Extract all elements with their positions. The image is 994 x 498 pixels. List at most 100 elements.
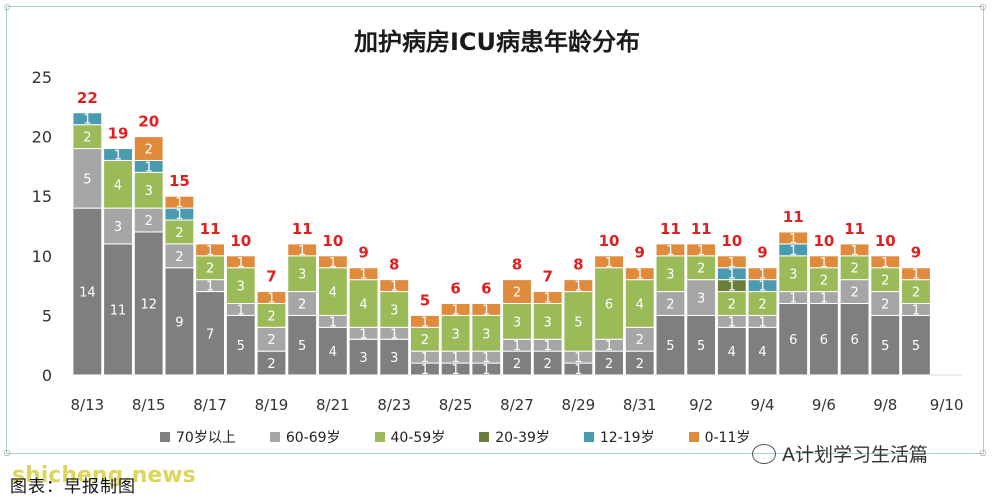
bar-segment bbox=[624, 267, 655, 281]
total-data-label: 11 bbox=[292, 220, 313, 238]
resize-handle-icon[interactable]: ○ bbox=[3, 448, 11, 457]
segment-data-label: 2 bbox=[636, 357, 644, 372]
site-watermark: shicheng.news bbox=[12, 463, 196, 488]
bar-segment bbox=[502, 279, 532, 304]
legend-item: 12-19岁 bbox=[583, 427, 655, 447]
segment-data-label: 1 bbox=[359, 268, 367, 283]
segment-data-label: 1 bbox=[298, 244, 306, 259]
segment-data-label: 1 bbox=[421, 363, 429, 378]
segment-data-label: 1 bbox=[758, 280, 766, 295]
total-data-label: 8 bbox=[389, 256, 399, 274]
bar-segment bbox=[225, 314, 256, 376]
segment-data-label: 2 bbox=[881, 297, 889, 312]
resize-handle-icon[interactable]: ○ bbox=[979, 2, 987, 11]
segment-data-label: 3 bbox=[359, 351, 367, 366]
segment-data-label: 12 bbox=[140, 297, 157, 312]
segment-data-label: 1 bbox=[482, 363, 490, 378]
bar-segment bbox=[72, 112, 103, 126]
segment-data-label: 3 bbox=[482, 327, 490, 342]
segment-data-label: 1 bbox=[697, 244, 705, 259]
legend-swatch bbox=[688, 432, 699, 442]
legend-item: 40-59岁 bbox=[374, 427, 445, 447]
y-tick-label: 20 bbox=[32, 128, 52, 147]
segment-data-label: 3 bbox=[298, 268, 306, 283]
total-data-label: 10 bbox=[322, 232, 343, 250]
total-data-label: 9 bbox=[757, 244, 767, 262]
x-tick-label: 8/21 bbox=[316, 396, 350, 414]
bar-segment bbox=[287, 255, 318, 293]
segment-data-label: 1 bbox=[206, 280, 214, 295]
segment-data-label: 3 bbox=[697, 292, 705, 307]
segment-data-label: 1 bbox=[451, 363, 459, 378]
bar-segment bbox=[317, 267, 348, 316]
x-tick-label: 9/4 bbox=[750, 396, 774, 414]
segment-data-label: 14 bbox=[79, 286, 96, 301]
resize-handle-icon[interactable]: ○ bbox=[979, 448, 987, 457]
segment-data-label: 1 bbox=[728, 268, 736, 283]
bar-segment bbox=[103, 148, 133, 161]
y-tick-label: 15 bbox=[32, 187, 52, 206]
bar-segment bbox=[164, 195, 195, 209]
bar-segment bbox=[195, 291, 226, 376]
legend-label: 20-39岁 bbox=[495, 430, 550, 446]
total-data-label: 6 bbox=[481, 279, 491, 297]
segment-data-label: 5 bbox=[912, 339, 920, 354]
segment-data-label: 2 bbox=[758, 297, 766, 312]
y-tick-label: 25 bbox=[32, 68, 52, 87]
total-data-label: 11 bbox=[660, 220, 681, 238]
segment-data-label: 1 bbox=[329, 315, 337, 330]
segment-data-label: 2 bbox=[850, 286, 858, 301]
resize-handle-icon[interactable]: ○ bbox=[3, 2, 11, 11]
segment-data-label: 6 bbox=[850, 333, 858, 348]
x-tick-label: 8/27 bbox=[500, 396, 534, 414]
segment-data-label: 2 bbox=[175, 226, 183, 241]
legend-item: 20-39岁 bbox=[479, 427, 550, 447]
segment-data-label: 1 bbox=[605, 339, 613, 354]
segment-data-label: 1 bbox=[789, 292, 797, 307]
legend-label: 60-69岁 bbox=[285, 430, 341, 446]
segment-data-label: 3 bbox=[513, 315, 521, 330]
segment-data-label: 1 bbox=[267, 292, 275, 307]
segment-data-label: 2 bbox=[697, 262, 705, 277]
segment-data-label: 1 bbox=[482, 303, 490, 318]
segment-data-label: 1 bbox=[789, 244, 797, 259]
segment-data-label: 2 bbox=[666, 297, 674, 312]
total-data-label: 20 bbox=[138, 113, 159, 131]
segment-data-label: 3 bbox=[145, 184, 153, 199]
total-data-label: 10 bbox=[599, 232, 620, 250]
bar-segment bbox=[655, 243, 686, 257]
segment-data-label: 1 bbox=[390, 280, 398, 295]
total-data-label: 10 bbox=[813, 232, 834, 250]
segment-data-label: 6 bbox=[820, 333, 828, 348]
segment-data-label: 5 bbox=[237, 339, 245, 354]
segment-data-label: 3 bbox=[114, 220, 122, 235]
segment-data-label: 1 bbox=[175, 208, 183, 223]
total-data-label: 8 bbox=[573, 256, 583, 274]
bar-segment bbox=[471, 302, 502, 316]
bar-segment bbox=[808, 302, 839, 376]
bar-segment bbox=[686, 243, 717, 257]
segment-data-label: 2 bbox=[206, 262, 214, 277]
y-tick-label: 10 bbox=[32, 247, 52, 266]
bar-segment bbox=[502, 302, 532, 340]
segment-data-label: 2 bbox=[912, 286, 920, 301]
segment-data-label: 1 bbox=[574, 280, 582, 295]
chart-title: 加护病房ICU病患年龄分布 bbox=[353, 28, 641, 56]
segment-data-label: 2 bbox=[544, 357, 552, 372]
segment-data-label: 2 bbox=[145, 143, 153, 158]
bar-segment bbox=[133, 171, 164, 209]
bar-segment bbox=[72, 148, 103, 209]
segment-data-label: 1 bbox=[329, 256, 337, 271]
segment-data-label: 1 bbox=[636, 268, 644, 283]
legend-label: 0-11岁 bbox=[704, 430, 751, 446]
total-data-label: 8 bbox=[512, 256, 522, 274]
segment-data-label: 9 bbox=[175, 315, 183, 330]
segment-data-label: 2 bbox=[513, 286, 521, 301]
segment-data-label: 7 bbox=[206, 327, 214, 342]
segment-data-label: 1 bbox=[789, 232, 797, 247]
bar-segment bbox=[686, 279, 717, 316]
account-watermark: A计划学习生活篇 bbox=[752, 440, 928, 467]
segment-data-label: 1 bbox=[574, 351, 582, 366]
total-data-label: 11 bbox=[783, 208, 804, 226]
total-data-label: 7 bbox=[266, 268, 276, 286]
